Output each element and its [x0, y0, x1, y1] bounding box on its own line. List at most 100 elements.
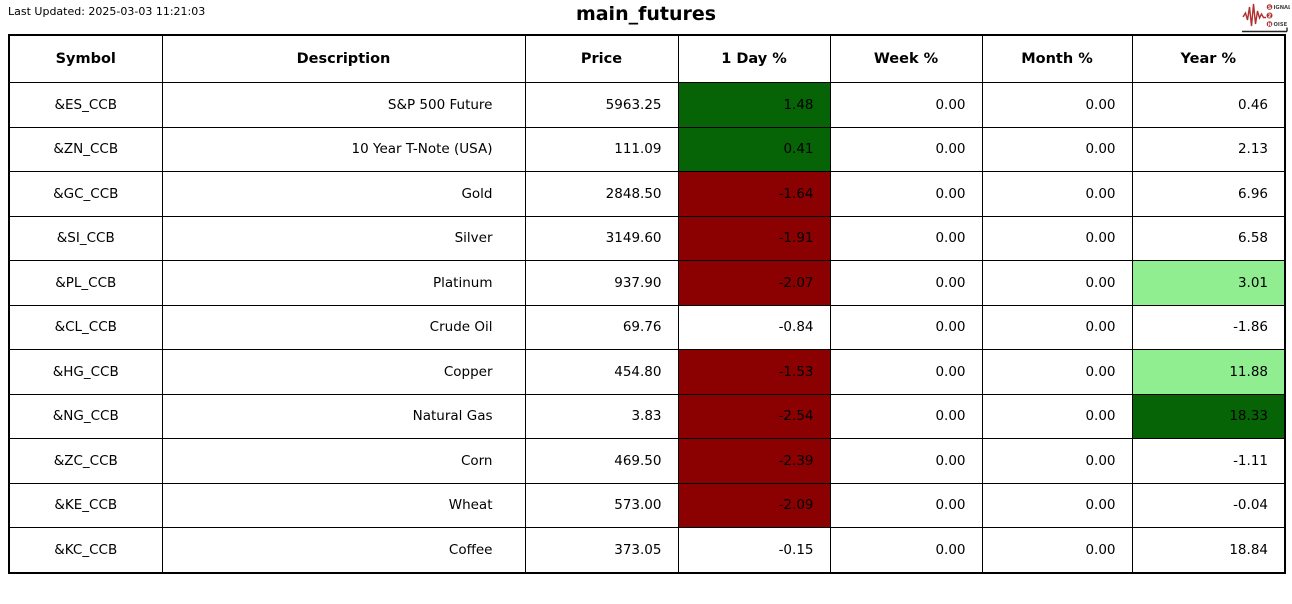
symbol-cell: &KE_CCB: [8, 482, 163, 528]
header-row: Symbol Description Price 1 Day % Week % …: [8, 34, 1286, 83]
description-cell: Corn: [161, 438, 526, 484]
week-pct-cell: 0.00: [829, 438, 983, 484]
price-cell: 3149.60: [524, 215, 679, 261]
logo-signal-text: IGNAL: [1274, 5, 1291, 11]
symbol-cell: &PL_CCB: [8, 260, 163, 306]
day-pct-cell: -1.53: [677, 349, 831, 395]
month-pct-cell: 0.00: [981, 126, 1133, 172]
col-header-price: Price: [524, 34, 679, 83]
table-row: &CL_CCB Crude Oil 69.76 -0.84 0.00 0.00 -1.86: [8, 304, 1286, 350]
table-row: &ES_CCB S&P 500 Future 5963.25 1.48 0.00 0.00…: [8, 82, 1286, 128]
day-pct-cell: -2.54: [677, 393, 831, 439]
year-pct-cell: -1.11: [1131, 438, 1286, 484]
price-cell: 573.00: [524, 482, 679, 528]
table-row: &ZN_CCB 10 Year T-Note (USA) 111.09 0.41 0.0…: [8, 126, 1286, 172]
last-updated-text: Last Updated: 2025-03-03 11:21:03: [8, 5, 206, 18]
month-pct-cell: 0.00: [981, 349, 1133, 395]
day-pct-cell: -1.64: [677, 171, 831, 217]
description-cell: Gold: [161, 171, 526, 217]
month-pct-cell: 0.00: [981, 260, 1133, 306]
symbol-cell: &ZC_CCB: [8, 438, 163, 484]
month-pct-cell: 0.00: [981, 438, 1133, 484]
futures-table-header: Symbol Description Price 1 Day % Week % …: [8, 34, 1286, 83]
price-cell: 454.80: [524, 349, 679, 395]
day-pct-cell: -2.07: [677, 260, 831, 306]
symbol-cell: &ZN_CCB: [8, 126, 163, 172]
symbol-cell: &SI_CCB: [8, 215, 163, 261]
col-header-day-pct: 1 Day %: [677, 34, 831, 83]
table-row: &PL_CCB Platinum 937.90 -2.07 0.00 0.00 3.01: [8, 260, 1286, 306]
week-pct-cell: 0.00: [829, 171, 983, 217]
logo-n-glyph: N: [1268, 22, 1272, 28]
table-row: &KE_CCB Wheat 573.00 -2.09 0.00 0.00 -0.04: [8, 482, 1286, 528]
day-pct-cell: -2.09: [677, 482, 831, 528]
day-pct-cell: 1.48: [677, 82, 831, 128]
description-cell: Natural Gas: [161, 393, 526, 439]
day-pct-cell: -1.91: [677, 215, 831, 261]
logo-noise-text: OISE: [1274, 22, 1288, 28]
col-header-year-pct: Year %: [1131, 34, 1286, 83]
table-row: &GC_CCB Gold 2848.50 -1.64 0.00 0.00 6.96: [8, 171, 1286, 217]
year-pct-cell: 6.58: [1131, 215, 1286, 261]
week-pct-cell: 0.00: [829, 349, 983, 395]
logo-2-glyph: 2: [1268, 14, 1272, 20]
description-cell: Crude Oil: [161, 304, 526, 350]
description-cell: Silver: [161, 215, 526, 261]
price-cell: 469.50: [524, 438, 679, 484]
col-header-month-pct: Month %: [981, 34, 1133, 83]
year-pct-cell: 0.46: [1131, 82, 1286, 128]
week-pct-cell: 0.00: [829, 215, 983, 261]
table-row: &ZC_CCB Corn 469.50 -2.39 0.00 0.00 -1.11: [8, 438, 1286, 484]
symbol-cell: &NG_CCB: [8, 393, 163, 439]
signal-waveform-icon: [1242, 3, 1266, 27]
description-cell: Coffee: [161, 527, 526, 573]
price-cell: 937.90: [524, 260, 679, 306]
month-pct-cell: 0.00: [981, 527, 1133, 573]
year-pct-cell: 2.13: [1131, 126, 1286, 172]
futures-table: Symbol Description Price 1 Day % Week % …: [8, 34, 1286, 574]
week-pct-cell: 0.00: [829, 393, 983, 439]
day-pct-cell: 0.41: [677, 126, 831, 172]
price-cell: 69.76: [524, 304, 679, 350]
week-pct-cell: 0.00: [829, 304, 983, 350]
table-row: &HG_CCB Copper 454.80 -1.53 0.00 0.00 11.88: [8, 349, 1286, 395]
year-pct-cell: 3.01: [1131, 260, 1286, 306]
month-pct-cell: 0.00: [981, 82, 1133, 128]
week-pct-cell: 0.00: [829, 527, 983, 573]
symbol-cell: &KC_CCB: [8, 527, 163, 573]
year-pct-cell: -0.04: [1131, 482, 1286, 528]
month-pct-cell: 0.00: [981, 393, 1133, 439]
price-cell: 2848.50: [524, 171, 679, 217]
day-pct-cell: -0.84: [677, 304, 831, 350]
month-pct-cell: 0.00: [981, 171, 1133, 217]
logo-baseline: [1242, 27, 1288, 33]
symbol-cell: &CL_CCB: [8, 304, 163, 350]
week-pct-cell: 0.00: [829, 260, 983, 306]
description-cell: Copper: [161, 349, 526, 395]
year-pct-cell: 18.33: [1131, 393, 1286, 439]
description-cell: Wheat: [161, 482, 526, 528]
description-cell: Platinum: [161, 260, 526, 306]
year-pct-cell: 6.96: [1131, 171, 1286, 217]
table-row: &NG_CCB Natural Gas 3.83 -2.54 0.00 0.00 18.33: [8, 393, 1286, 439]
symbol-cell: &ES_CCB: [8, 82, 163, 128]
year-pct-cell: -1.86: [1131, 304, 1286, 350]
week-pct-cell: 0.00: [829, 82, 983, 128]
logo-s-glyph: S: [1268, 5, 1271, 11]
signal2noise-logo-icon: S IGNAL 2 N OISE: [1242, 3, 1292, 33]
price-cell: 5963.25: [524, 82, 679, 128]
symbol-cell: &GC_CCB: [8, 171, 163, 217]
year-pct-cell: 11.88: [1131, 349, 1286, 395]
price-cell: 3.83: [524, 393, 679, 439]
col-header-description: Description: [161, 34, 526, 83]
price-cell: 373.05: [524, 527, 679, 573]
month-pct-cell: 0.00: [981, 482, 1133, 528]
page-title: main_futures: [575, 3, 717, 25]
col-header-week-pct: Week %: [829, 34, 983, 83]
year-pct-cell: 18.84: [1131, 527, 1286, 573]
description-cell: S&P 500 Future: [161, 82, 526, 128]
price-cell: 111.09: [524, 126, 679, 172]
topbar: Last Updated: 2025-03-03 11:21:03 main_f…: [0, 0, 1292, 34]
col-header-symbol: Symbol: [8, 34, 163, 83]
